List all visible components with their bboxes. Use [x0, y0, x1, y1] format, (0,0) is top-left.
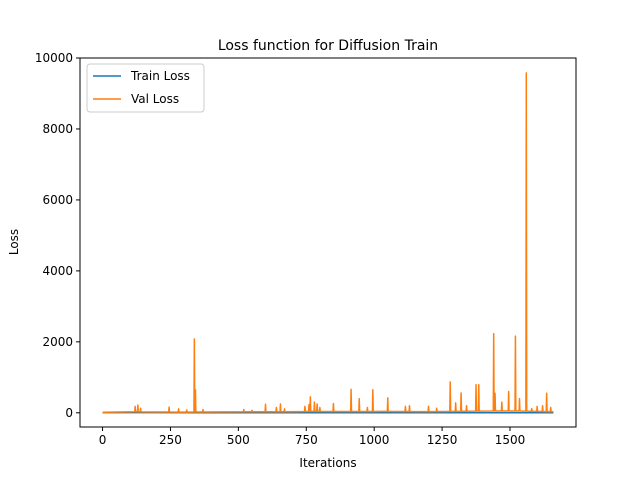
x-tick-label: 1500: [495, 433, 526, 447]
y-axis-ticks: 0 2000 4000 6000 8000 10000: [35, 51, 80, 420]
x-axis-ticks: 0 250 500 750 1000 1250 1500: [99, 427, 526, 447]
x-tick-label: 750: [295, 433, 318, 447]
plot-frame: [79, 57, 577, 428]
y-tick-label: 8000: [42, 122, 73, 136]
legend-label: Train Loss: [130, 69, 190, 83]
series-line-val-loss: [102, 72, 554, 414]
y-tick-label: 4000: [42, 264, 73, 278]
x-tick-label: 0: [99, 433, 107, 447]
x-axis-label: Iterations: [299, 456, 356, 470]
y-tick-label: 0: [65, 406, 73, 420]
x-tick-label: 1250: [427, 433, 458, 447]
chart-title: Loss function for Diffusion Train: [218, 38, 438, 54]
x-tick-label: 500: [227, 433, 250, 447]
x-tick-label: 1000: [359, 433, 390, 447]
y-tick-label: 10000: [35, 51, 73, 65]
y-tick-label: 6000: [42, 193, 73, 207]
y-tick-label: 2000: [42, 335, 73, 349]
y-axis-label: Loss: [7, 229, 21, 255]
plot-series: [102, 72, 554, 414]
legend-label: Val Loss: [131, 92, 179, 106]
legend: Train Loss Val Loss: [86, 63, 205, 113]
x-tick-label: 250: [159, 433, 182, 447]
